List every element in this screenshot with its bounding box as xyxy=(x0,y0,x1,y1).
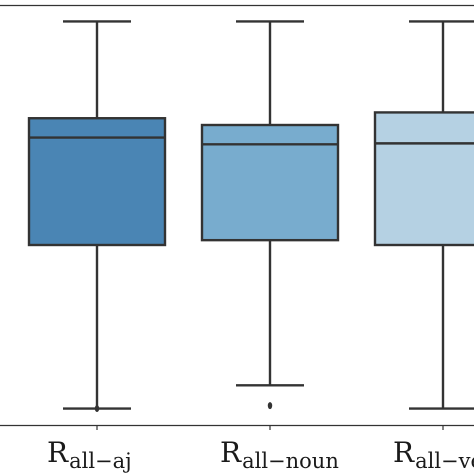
box-iqr xyxy=(373,111,474,247)
x-tick-label: Rall−ve xyxy=(393,436,474,473)
box-iqr xyxy=(200,123,340,242)
box-group xyxy=(373,20,474,410)
plot-area xyxy=(27,20,474,413)
outlier-point xyxy=(94,405,100,413)
outlier-point xyxy=(267,402,273,410)
x-tick-label-main: R xyxy=(220,436,242,469)
box-iqr xyxy=(27,117,167,247)
x-tick-label: Rall−aj xyxy=(47,436,132,473)
box-group xyxy=(27,20,167,413)
x-tick-label-subscript: all−ve xyxy=(415,449,474,473)
x-tick-label: Rall−noun xyxy=(220,436,339,473)
x-tick-label-main: R xyxy=(47,436,69,469)
box-group xyxy=(200,20,340,410)
x-tick-label-subscript: all−aj xyxy=(69,449,132,473)
x-tick-label-main: R xyxy=(393,436,415,469)
x-tick-label-subscript: all−noun xyxy=(242,449,339,473)
